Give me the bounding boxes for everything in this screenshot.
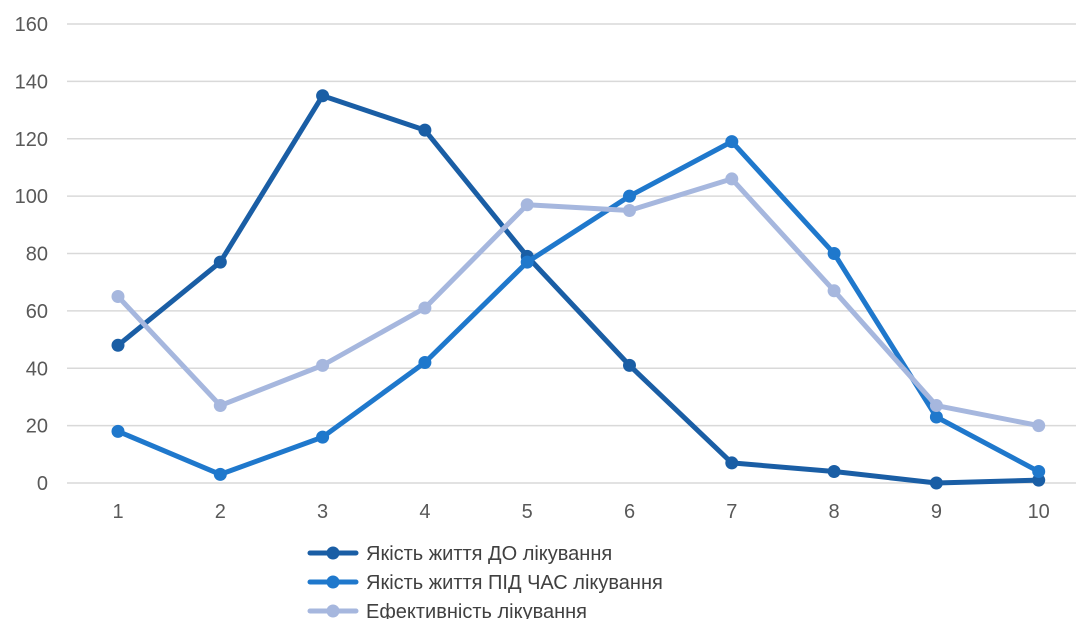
data-point: [623, 358, 636, 372]
legend-item: Якість життя ДО лікування: [307, 543, 612, 565]
y-axis: 0 20 40 60 80 100 120 140 160: [15, 14, 48, 495]
data-point: [725, 135, 739, 149]
y-tick-label: 20: [26, 416, 48, 438]
legend-label: Якість життя ДО лікування: [366, 543, 612, 565]
data-point: [1032, 465, 1046, 479]
y-tick-label: 140: [15, 71, 48, 93]
data-point: [827, 284, 841, 298]
x-tick-label: 9: [931, 501, 942, 523]
data-point: [827, 465, 841, 479]
series-1: [111, 89, 1046, 490]
x-tick-label: 10: [1028, 501, 1050, 523]
legend: Якість життя ДО лікування Якість життя ПІ…: [307, 543, 663, 619]
data-point: [213, 467, 227, 481]
data-point: [929, 476, 943, 490]
series-line: [115, 139, 1042, 477]
y-tick-label: 40: [26, 358, 48, 380]
y-tick-label: 120: [15, 129, 48, 151]
gridlines: [67, 23, 1076, 484]
y-tick-label: 60: [26, 301, 48, 323]
x-tick-label: 5: [522, 501, 533, 523]
data-point: [213, 255, 227, 269]
y-tick-label: 0: [37, 473, 48, 495]
data-point: [316, 358, 330, 372]
y-tick-label: 100: [15, 186, 48, 208]
data-point: [725, 456, 739, 470]
y-tick-label: 80: [26, 244, 48, 266]
legend-swatch-marker: [326, 546, 340, 560]
x-tick-label: 8: [829, 501, 840, 523]
x-tick-label: 2: [215, 501, 226, 523]
data-point: [418, 356, 432, 370]
data-point: [623, 203, 636, 217]
data-point: [520, 198, 534, 212]
x-tick-label: 3: [317, 501, 328, 523]
series-2: [111, 135, 1046, 481]
data-point: [111, 424, 125, 438]
data-point: [316, 89, 330, 103]
data-point: [111, 290, 125, 304]
data-point: [725, 172, 739, 186]
legend-label: Ефективність лікування: [366, 601, 587, 619]
series-line: [115, 176, 1042, 429]
legend-item: Ефективність лікування: [307, 601, 587, 619]
x-tick-label: 7: [726, 501, 737, 523]
series-3: [111, 172, 1046, 433]
series-line: [115, 93, 1042, 486]
y-tick-label: 160: [15, 14, 48, 36]
x-tick-label: 6: [624, 501, 635, 523]
data-point: [418, 123, 432, 137]
data-point: [316, 430, 330, 444]
x-tick-label: 1: [112, 501, 123, 523]
data-point: [520, 255, 534, 269]
legend-label: Якість життя ПІД ЧАС лікування: [366, 572, 663, 594]
x-axis: 1 2 3 4 5 6 7 8 9 10: [112, 501, 1049, 523]
data-point: [1032, 419, 1046, 433]
series-lines: [111, 89, 1046, 490]
legend-item: Якість життя ПІД ЧАС лікування: [307, 572, 663, 594]
data-point: [213, 399, 227, 413]
data-point: [827, 247, 841, 260]
data-point: [111, 338, 125, 352]
data-point: [623, 189, 636, 203]
data-point: [929, 399, 943, 413]
data-point: [929, 410, 943, 424]
data-point: [418, 301, 432, 315]
legend-swatch-marker: [326, 575, 340, 589]
legend-swatch-marker: [326, 604, 340, 618]
x-tick-label: 4: [419, 501, 430, 523]
